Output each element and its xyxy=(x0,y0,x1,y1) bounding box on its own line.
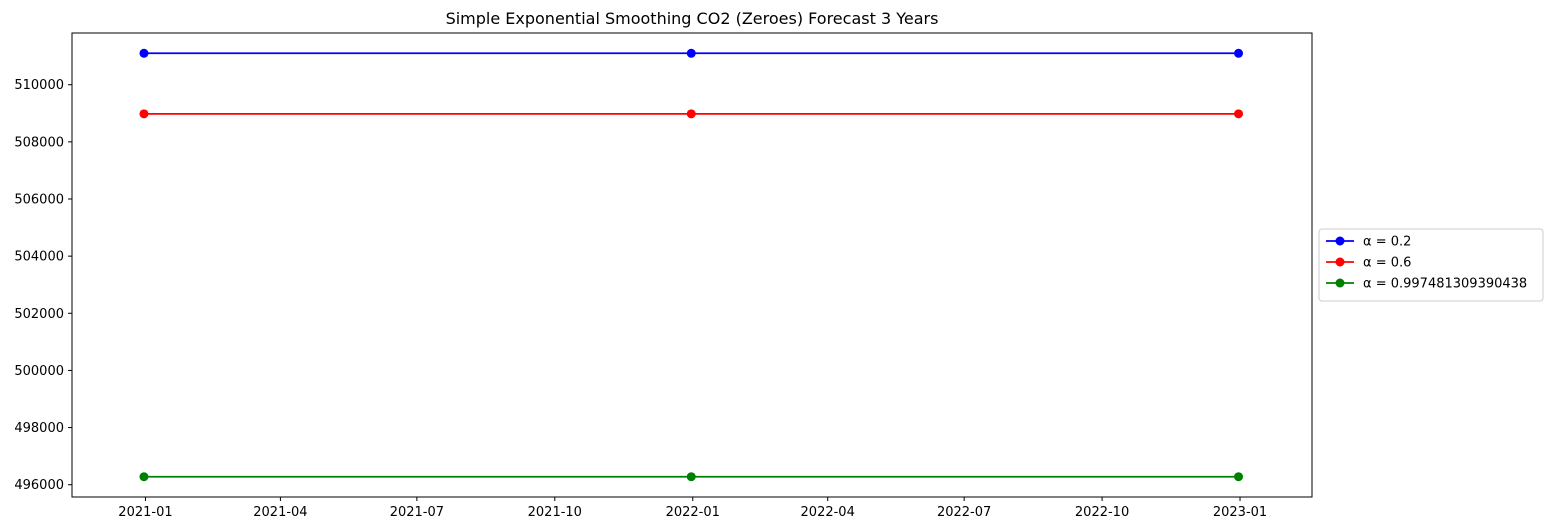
legend-marker xyxy=(1335,257,1345,267)
legend-marker xyxy=(1335,278,1345,288)
legend-label: α = 0.997481309390438 xyxy=(1363,277,1527,292)
x-tick-label: 2021-01 xyxy=(118,505,172,520)
legend-box xyxy=(1318,228,1544,302)
chart-title: Simple Exponential Smoothing CO2 (Zeroes… xyxy=(446,9,939,28)
x-tick-label: 2022-04 xyxy=(801,505,855,520)
data-point xyxy=(139,472,149,482)
data-point xyxy=(1234,109,1244,119)
data-point xyxy=(1234,48,1244,58)
legend-label: α = 0.6 xyxy=(1363,256,1411,271)
y-tick-label: 508000 xyxy=(14,135,64,150)
x-tick-label: 2022-10 xyxy=(1075,505,1129,520)
data-point xyxy=(1234,472,1244,482)
y-tick-label: 496000 xyxy=(14,478,64,493)
axes-frame xyxy=(71,32,1313,498)
y-tick-label: 504000 xyxy=(14,250,64,265)
data-point xyxy=(139,109,149,119)
x-tick-label: 2021-07 xyxy=(390,505,444,520)
y-tick-label: 498000 xyxy=(14,421,64,436)
y-tick-label: 500000 xyxy=(14,364,64,379)
y-tick-label: 510000 xyxy=(14,78,64,93)
x-tick-label: 2021-10 xyxy=(528,505,582,520)
legend: α = 0.2 α = 0.6 α = 0.997481309390438 xyxy=(1318,228,1544,302)
x-tick-label: 2022-01 xyxy=(666,505,720,520)
x-tick-label: 2022-07 xyxy=(937,505,991,520)
legend-marker xyxy=(1335,236,1345,246)
data-point xyxy=(686,109,696,119)
data-point xyxy=(139,48,149,58)
y-tick-label: 506000 xyxy=(14,193,64,208)
x-tick-label: 2021-04 xyxy=(253,505,307,520)
x-tick-label: 2023-01 xyxy=(1213,505,1267,520)
y-tick-label: 502000 xyxy=(14,307,64,322)
legend-label: α = 0.2 xyxy=(1363,235,1411,250)
data-point xyxy=(686,48,696,58)
data-point xyxy=(686,472,696,482)
plot-area: 496000 498000 500000 502000 504000 506000 5080… xyxy=(14,32,1313,520)
